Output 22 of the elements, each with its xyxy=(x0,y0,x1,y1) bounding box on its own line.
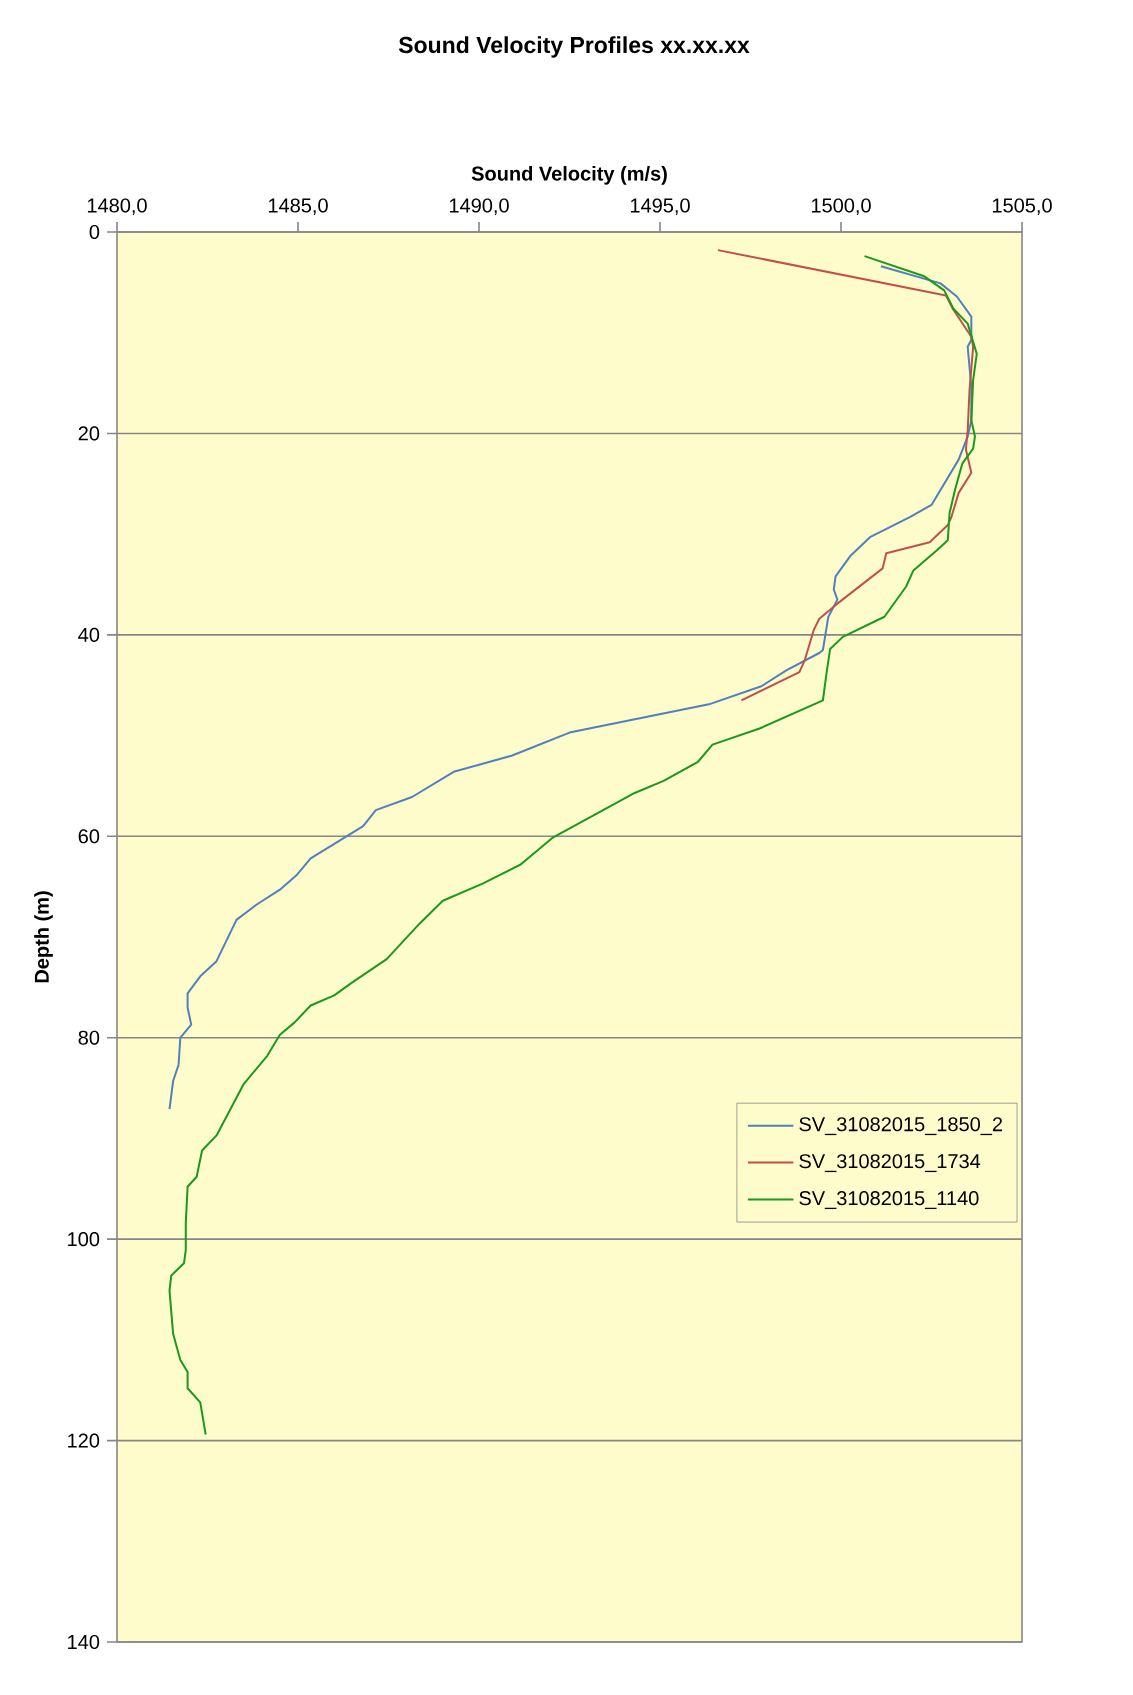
x-tick-label: 1480,0 xyxy=(87,198,147,215)
y-tick-label: 100 xyxy=(68,1232,100,1247)
chart-title: Sound Velocity Profiles xx.xx.xx xyxy=(398,36,750,58)
line-series xyxy=(716,249,975,702)
y-tick-label: 80 xyxy=(78,1030,100,1045)
y-tick-label: 120 xyxy=(68,1433,100,1448)
x-tick-label: 1490,0 xyxy=(449,198,509,215)
x-tick-label: 1495,0 xyxy=(630,198,690,215)
y-tick-label: 60 xyxy=(78,829,100,844)
legend-label: SV_31082015_1850_2 xyxy=(799,1117,1003,1136)
x-tick-label: 1485,0 xyxy=(268,198,328,215)
legend-label: SV_31082015_1734 xyxy=(799,1154,981,1173)
y-tick-label: 40 xyxy=(78,627,100,642)
legend-label: SV_31082015_1140 xyxy=(799,1191,979,1210)
y-axis-title: Depth (m) xyxy=(34,891,53,983)
line-series xyxy=(168,265,973,1111)
y-tick-label: 0 xyxy=(89,224,100,240)
y-tick-label: 140 xyxy=(68,1634,100,1650)
x-tick-label: 1500,0 xyxy=(811,198,871,215)
x-tick-label: 1505,0 xyxy=(992,198,1052,215)
y-tick-label: 20 xyxy=(78,426,100,441)
x-axis-title: Sound Velocity (m/s) xyxy=(471,166,667,185)
